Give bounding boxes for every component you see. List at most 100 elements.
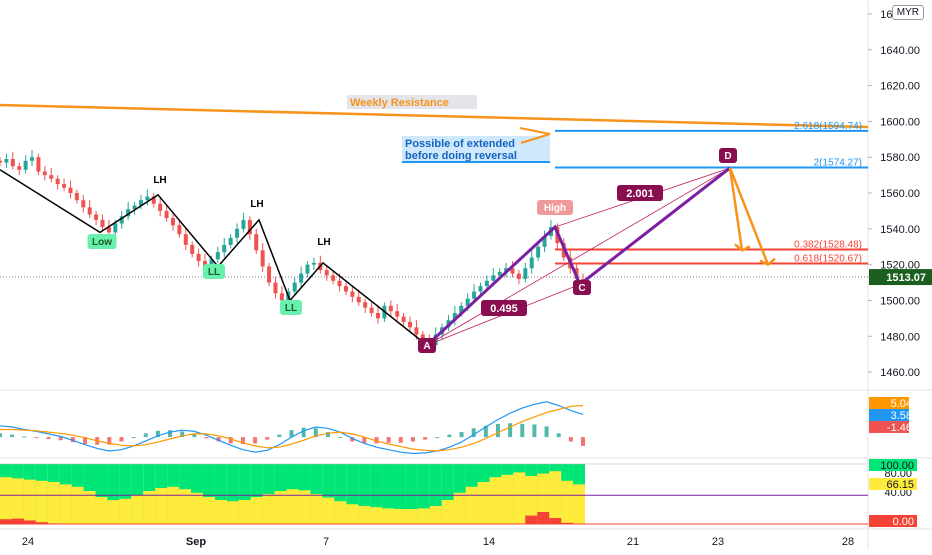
histogram-bar-yellow [417,508,430,524]
oscillator-bar [325,432,330,438]
candle-body [241,219,246,229]
oscillator-bar [410,437,415,442]
candle-body [523,268,528,279]
oscillator-bar [143,433,148,438]
histogram-bar-yellow [23,479,36,524]
candle-body [4,159,9,163]
currency-label[interactable]: MYR [891,5,924,20]
extension-note-bg [402,136,550,162]
point-label-c-bg [573,280,591,295]
candle-body [203,261,208,267]
histogram-bar-yellow [202,497,215,524]
histogram-bar-yellow [286,489,299,524]
projection-arrowheads [734,243,776,267]
x-tick-label: 24 [22,536,34,548]
x-tick-label: 7 [323,536,329,548]
extension-note-line2: before doing reversal [405,150,517,162]
oscillator-bar [70,437,75,443]
oscillator-bar [46,437,51,439]
oscillator-bar [435,437,440,439]
candle-body [94,214,99,220]
histogram-bar-yellow [214,500,227,524]
histogram-bar-yellow [525,476,538,524]
histogram-bar-green [334,464,347,524]
candle-body [331,275,336,281]
histogram-bar-yellow [405,509,418,524]
candle-body [190,244,195,254]
oscillator-bar [520,423,525,438]
x-tick-label: 14 [483,536,495,548]
histogram-value-badge [869,459,917,471]
histogram-bar-yellow [167,486,180,524]
last-price-badge [869,269,932,286]
histogram-bar-red [561,522,574,524]
swing-label-lh: LH [317,237,330,248]
oscillator-bar [471,428,476,438]
oscillator-value-badge [869,421,909,433]
oscillator-bar [34,437,39,439]
histogram-bar-yellow [238,500,251,524]
oscillator-bar [338,437,343,439]
y-tick-label: 1600.00 [880,116,920,128]
histogram-bar-green [202,464,215,524]
candle-body [311,262,316,265]
y-tick-label: 1560.00 [880,188,920,200]
candle-body [49,175,54,179]
histogram-bar-yellow [59,484,72,524]
candle-body [81,200,86,208]
candle-body [465,298,470,306]
candle-body [55,178,60,185]
candle-body [420,334,425,340]
candle-body [100,219,105,228]
resistance-label: Weekly Resistance [350,97,449,109]
candle-body [222,244,227,253]
candle-body [542,236,547,247]
harmonic-outline [426,167,731,346]
oscillator-bar [216,437,221,442]
histogram-bar-yellow [35,480,48,524]
extension-arrow [519,127,551,144]
histogram-bar-yellow [334,501,347,524]
histogram-bar-yellow [561,480,574,524]
point-label-high-bg [537,200,573,215]
swing-label-lh: LH [153,175,166,186]
oscillator-bar [58,437,63,441]
y-tick-label: 1580.00 [880,152,920,164]
histogram-bar-yellow [298,490,311,524]
histogram-bar-green [226,464,239,524]
histogram-value-label: 66.15 [886,479,914,491]
candle-body [158,203,163,211]
candle-body [510,268,515,274]
candle-body [228,237,233,245]
oscillator-value-badge [869,409,909,421]
histogram-bar-green [95,464,108,524]
point-label-d: D [724,151,731,162]
candle-body [484,280,489,287]
oscillator-value-badge [869,397,909,409]
histogram-bar-green [119,464,132,524]
candle-body [395,311,400,317]
histogram-bar-green [370,464,383,524]
oscillator-bar [423,437,428,440]
candle-body [62,184,67,188]
candle-body [497,271,502,276]
candle-body [177,225,182,235]
histogram-bar-green [131,464,144,524]
histogram-bar-yellow [393,509,406,524]
candle-body [151,196,156,204]
swing-label-low-bg [87,234,117,249]
candle-body [10,159,15,167]
histogram-bar-yellow [11,478,24,524]
fib-level-label: 0.618(1520.67) [794,253,862,264]
projection-arrows [728,167,770,266]
histogram-bar-yellow [143,491,156,524]
histogram-bar-green [250,464,263,524]
histogram-bar-yellow [322,497,335,524]
candle-body [324,270,329,276]
candle-body [356,296,361,303]
oscillator-bar [301,427,306,438]
swing-label-ll: LL [208,267,220,278]
candle-body [170,218,175,226]
